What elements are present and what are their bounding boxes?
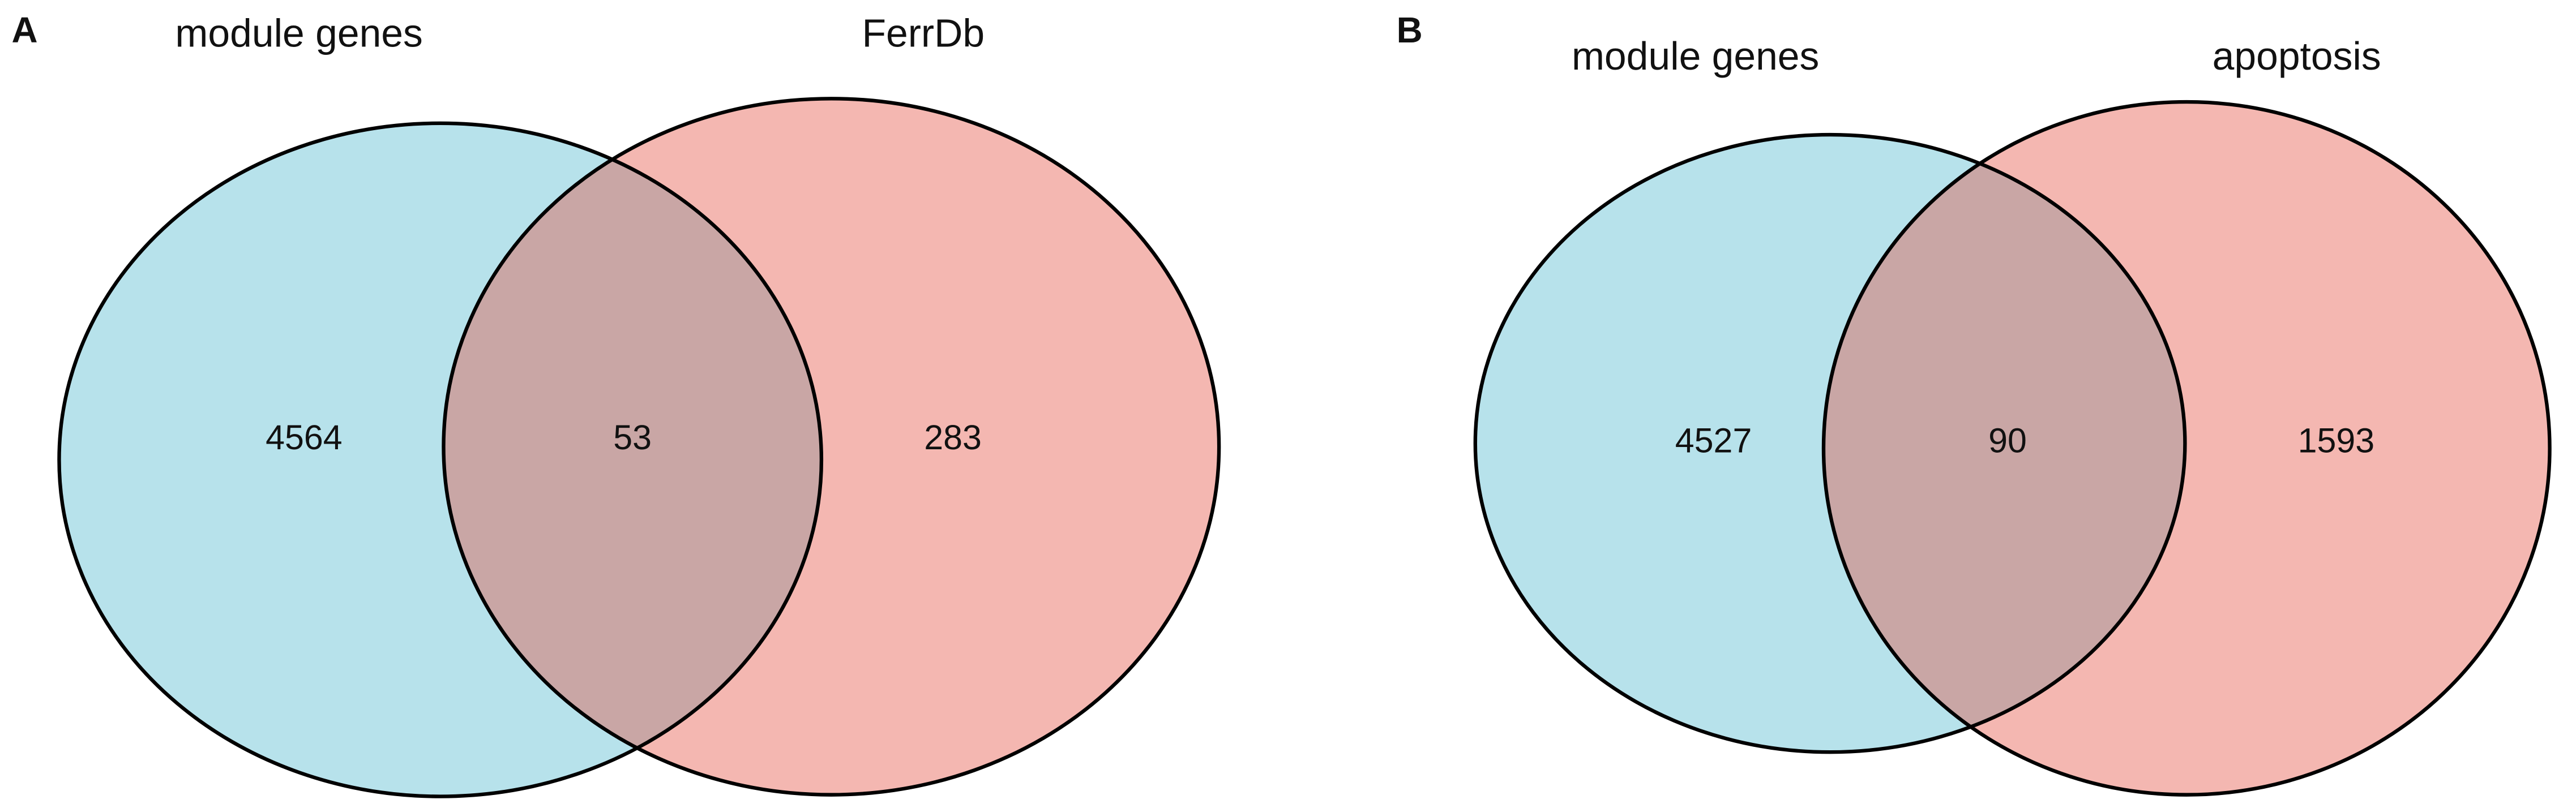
panel-label: B xyxy=(1397,10,1423,50)
set-outline xyxy=(57,121,824,798)
set-name: module genes xyxy=(1572,34,1819,78)
count: 53 xyxy=(613,418,652,457)
count: 4527 xyxy=(1675,422,1752,460)
set-outline xyxy=(1821,100,2552,797)
count: 1593 xyxy=(2298,422,2375,460)
count: 283 xyxy=(924,418,982,457)
count: 4564 xyxy=(266,418,343,457)
count: 90 xyxy=(1988,422,2027,460)
set-name: FerrDb xyxy=(862,11,985,55)
panel-label: A xyxy=(11,10,37,50)
set-name: apoptosis xyxy=(2213,34,2381,78)
overlap-region xyxy=(1823,135,2185,753)
set-outline xyxy=(442,97,1221,797)
set-outline xyxy=(1473,132,2187,754)
overlap-region xyxy=(443,123,821,795)
set-name: module genes xyxy=(175,11,422,55)
